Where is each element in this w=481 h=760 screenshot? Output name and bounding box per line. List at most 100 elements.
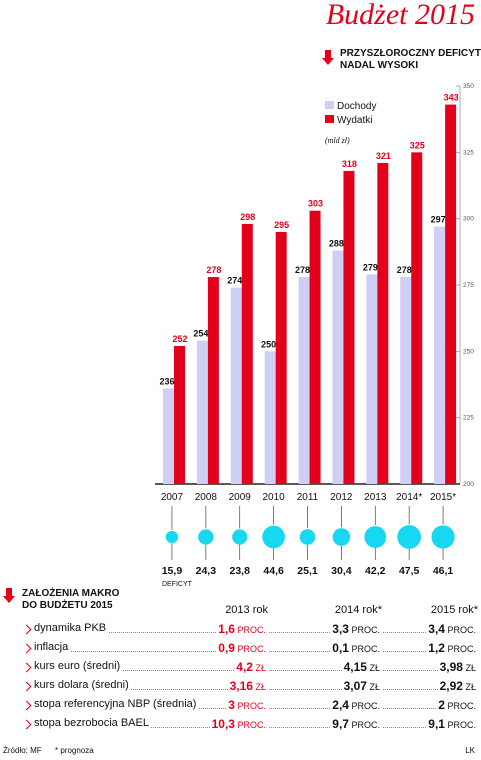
table-row: inflacja 0,9 PROC. 0,1 PROC. 1,2 PROC. [20,641,478,659]
column-header: 2015 rok* [430,604,478,616]
table-row: dynamika PKB 1,6 PROC. 3,3 PROC. 3,4 PROC. [20,622,478,640]
table-heading-line2: do budżetu 2015 [22,600,113,611]
bar-dochody [196,340,208,484]
table-row: kurs euro (średni) 4,2 ZŁ 4,15 ZŁ 3,98 ZŁ [20,660,478,678]
row-label: stopa referencyjna NBP (średnia) [34,698,199,710]
column-header: 2013 rok [225,604,268,616]
legend-swatch-wydatki [325,115,334,123]
y-tick-label: 250 [463,348,474,355]
bullet-icon [21,624,32,635]
bar-dochody [400,277,412,484]
data-label-wydatki: 278 [206,265,221,275]
x-tick-label: 2014* [396,492,422,503]
bar-wydatki [411,152,423,485]
row-label: kurs dolara (średni) [34,679,131,691]
bar-dochody [366,274,378,484]
y-tick-label: 200 [463,481,474,488]
legend-label-dochody: Dochody [337,101,376,112]
table-cell: 2,92 ZŁ [437,679,478,693]
table-cell: 4,15 ZŁ [341,660,382,674]
table-cell: 3,07 ZŁ [341,679,382,693]
table-cell: 3 PROC. [226,698,268,712]
bar-dochody [434,226,446,485]
deficit-bubble [165,530,179,544]
bar-dochody [230,287,242,484]
table-cell: 2,4 PROC. [330,698,382,712]
source-note: Źródło: MF [3,746,42,755]
data-label-wydatki: 303 [308,199,323,209]
row-label: inflacja [34,641,71,653]
bar-wydatki [174,346,185,484]
bar-wydatki [343,170,355,484]
deficit-value: 47,5 [399,565,420,577]
deficit-value: 23,8 [230,565,251,577]
row-label: dynamika PKB [34,622,109,634]
data-label-dochody: 254 [193,329,208,339]
bar-wydatki [207,277,219,484]
y-unit-label: (mld zł) [325,136,350,145]
bar-wydatki [377,162,389,485]
data-label-dochody: 278 [295,265,310,275]
table-cell: 0,9 PROC. [216,641,268,655]
data-label-dochody: 236 [159,376,174,386]
forecast-note: * prognoza [55,746,94,755]
legend-label-wydatki: Wydatki [337,115,372,126]
table-row: stopa referencyjna NBP (średnia) 3 PROC. 2… [20,698,478,716]
table-cell: 4,2 ZŁ [234,660,268,674]
row-label: kurs euro (średni) [34,660,123,672]
chart-heading-line1: Przyszłoroczny deficyt [340,48,481,59]
x-tick-label: 2015* [430,492,456,503]
table-row: stopa bezrobocia BAEL 10,3 PROC. 9,7 PROC.… [20,717,478,735]
deficit-bubble [431,525,455,549]
table-cell: 10,3 PROC. [209,717,268,731]
bullet-icon [21,700,32,711]
deficit-bubble [262,525,285,549]
table-row: kurs dolara (średni) 3,16 ZŁ 3,07 ZŁ 2,92 Z… [20,679,478,697]
data-label-dochody: 278 [397,265,412,275]
deficit-value: 44,6 [263,565,284,577]
deficit-bubble [397,525,422,549]
bullet-icon [21,643,32,654]
bar-dochody [332,250,344,484]
bar-wydatki [309,210,321,484]
y-tick-label: 350 [463,83,474,90]
deficit-bubble [299,529,316,545]
bar-dochody [163,388,174,484]
data-label-wydatki: 298 [240,212,255,222]
y-tick-label: 300 [463,216,474,223]
deficit-value: 15,9 [162,565,183,577]
author-initials: LK [465,746,475,755]
table-cell: 3,4 PROC. [426,622,478,636]
table-heading: Założenia makro do budżetu 2015 [22,588,119,612]
table-cell: 0,1 PROC. [330,641,382,655]
data-label-wydatki: 252 [172,334,187,344]
chart-heading-line2: nadal wysoki [340,60,419,71]
y-tick-label: 225 [463,415,474,422]
budget-chart: 200 225 250 275 300 325 350 236 252 2007 15,9 254 27… [155,83,474,588]
data-label-dochody: 297 [431,215,446,225]
bar-wydatki [241,223,253,484]
table-cell: 9,7 PROC. [330,717,382,731]
deficit-value: 46,1 [433,565,454,577]
row-label: stopa bezrobocia BAEL [34,717,151,729]
data-label-wydatki: 321 [376,151,391,161]
table-cell: 1,2 PROC. [426,641,478,655]
data-label-wydatki: 318 [342,159,357,169]
data-label-dochody: 274 [227,276,242,286]
bar-dochody [298,277,310,484]
data-label-wydatki: 325 [410,140,425,150]
bar-wydatki [275,231,287,484]
data-label-dochody: 279 [363,262,378,272]
bullet-icon [21,719,32,730]
x-tick-label: 2011 [297,492,319,503]
bullet-icon [21,662,32,673]
bar-dochody [264,351,276,484]
deficit-bubble [198,529,214,545]
deficit-value: 24,3 [196,565,217,577]
table-cell: 3,98 ZŁ [437,660,478,674]
bar-wydatki [445,104,457,484]
x-tick-label: 2009 [229,492,252,503]
chart-heading: Przyszłoroczny deficyt nadal wysoki [340,48,481,72]
y-tick-label: 325 [463,149,474,156]
x-tick-label: 2012 [330,492,353,503]
